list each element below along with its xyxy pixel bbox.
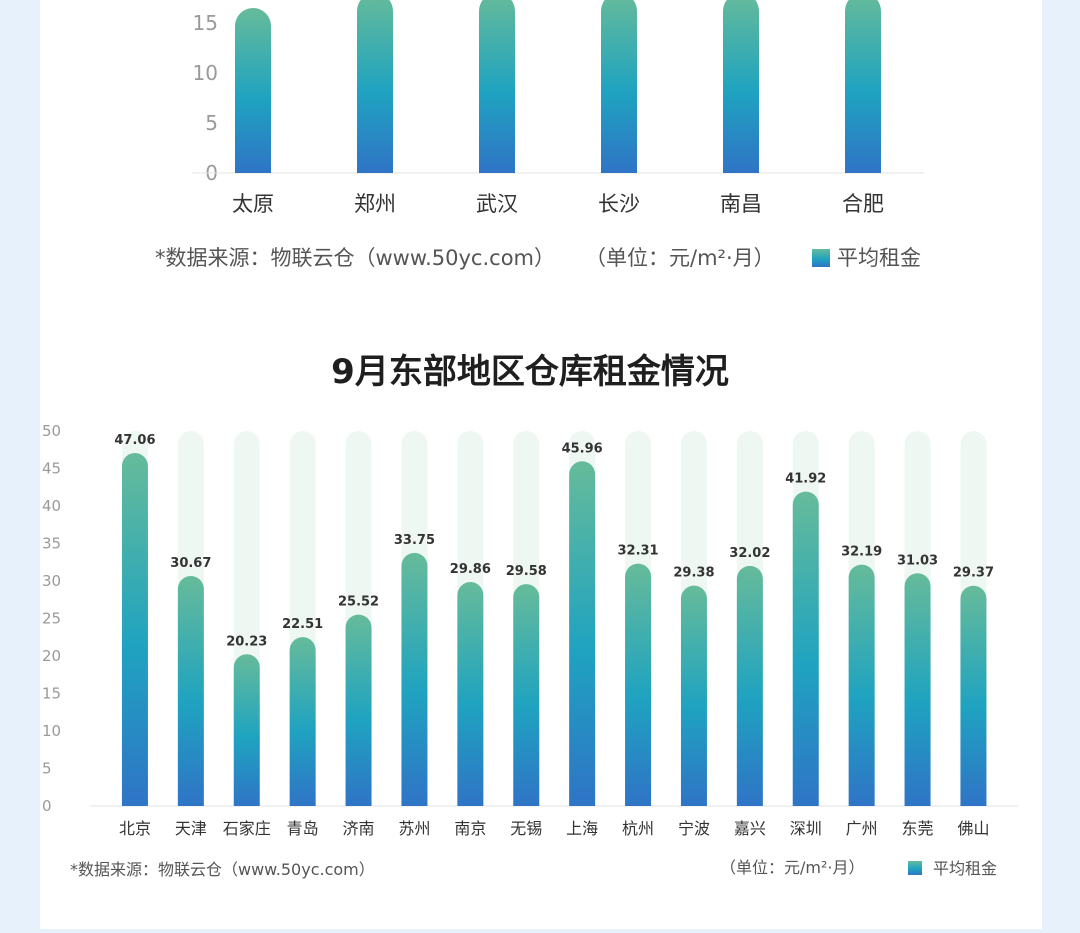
east-region-chart-bar xyxy=(792,491,819,806)
east-region-chart-data-label: 29.58 xyxy=(506,564,547,579)
top-chart-categories: 太原 郑州 武汉 长沙 南昌 合肥 xyxy=(232,192,884,216)
east-region-chart-data-label: 47.06 xyxy=(114,433,155,448)
east-region-chart-data-label: 30.67 xyxy=(170,556,211,571)
east-region-chart-legend-label: 平均租金 xyxy=(933,859,997,878)
east-region-chart-y-tick: 10 xyxy=(42,722,61,740)
top-chart-category-label: 武汉 xyxy=(476,192,518,216)
east-region-chart-data-label: 32.31 xyxy=(617,544,658,559)
east-region-chart-category-label: 嘉兴 xyxy=(734,819,766,838)
east-region-chart-unit: （单位：元/m²·月） xyxy=(720,858,864,877)
top-chart-category-label: 太原 xyxy=(232,192,274,216)
east-region-chart-categories: 北京 天津 石家庄 青岛 济南 苏州 南京 无锡 上海 杭州 宁波 嘉兴 深圳 广州 东莞 佛山 xyxy=(119,819,990,838)
east-region-chart: 9月东部地区仓库租金情况 0 5 10 15 20 25 30 35 40 45 50 47.06 3… xyxy=(42,352,1018,879)
east-region-chart-bar xyxy=(289,637,316,806)
east-region-chart-data-label: 33.75 xyxy=(394,533,435,548)
east-region-chart-source: *数据来源：物联云仓（www.50yc.com） xyxy=(70,860,375,879)
east-region-chart-category-label: 东莞 xyxy=(902,819,934,838)
top-chart-category-label: 合肥 xyxy=(842,192,884,216)
top-chart-bar xyxy=(601,0,637,173)
east-region-chart-y-tick: 30 xyxy=(42,572,61,590)
east-region-chart-data-label: 29.38 xyxy=(673,566,714,581)
east-region-chart-data-label: 22.51 xyxy=(282,617,323,632)
top-chart-bar xyxy=(479,0,515,173)
east-region-chart-bar xyxy=(177,575,204,806)
east-region-chart-data-label: 29.37 xyxy=(953,566,994,581)
east-region-chart-data-label: 32.19 xyxy=(841,545,882,560)
east-region-chart-data-label: 31.03 xyxy=(897,553,938,568)
east-region-chart-bar xyxy=(736,565,763,806)
east-region-chart-category-label: 北京 xyxy=(119,819,151,838)
east-region-chart-y-tick: 45 xyxy=(42,460,61,478)
top-chart-unit: （单位：元/m²·月） xyxy=(585,246,775,270)
east-region-chart-y-tick: 50 xyxy=(42,422,61,440)
east-region-chart-data-label: 41.92 xyxy=(785,472,826,487)
east-region-chart-category-label: 上海 xyxy=(566,819,598,838)
east-region-chart-title: 9月东部地区仓库租金情况 xyxy=(331,352,729,392)
east-region-chart-bars xyxy=(121,453,987,806)
east-region-chart-bar xyxy=(680,585,707,806)
east-region-chart-category-label: 南京 xyxy=(454,819,486,838)
east-region-chart-y-tick: 20 xyxy=(42,647,61,665)
top-chart-bar xyxy=(845,0,881,173)
east-region-chart-y-axis: 0 5 10 15 20 25 30 35 40 45 50 xyxy=(42,422,61,815)
east-region-chart-category-label: 深圳 xyxy=(790,819,822,838)
top-chart-category-label: 郑州 xyxy=(354,192,396,216)
east-region-chart-y-tick: 5 xyxy=(42,760,52,778)
east-region-chart-bar xyxy=(121,453,148,806)
chart-card: 0 5 10 15 太原 郑州 武汉 长沙 南昌 合肥 *数据来源：物联云仓（www.50yc.… xyxy=(40,0,1042,929)
top-chart-legend-label: 平均租金 xyxy=(837,246,921,270)
east-region-chart-data-label: 32.02 xyxy=(729,546,770,561)
top-chart-y-tick: 10 xyxy=(193,61,218,85)
top-chart-y-tick: 15 xyxy=(193,11,218,35)
top-chart-bars xyxy=(235,0,881,173)
east-region-chart-category-label: 杭州 xyxy=(622,819,654,838)
east-region-chart-category-label: 佛山 xyxy=(957,819,989,838)
east-region-chart-category-label: 石家庄 xyxy=(223,819,271,838)
top-chart-y-tick: 5 xyxy=(205,111,218,135)
east-region-chart-data-labels: 47.06 30.67 20.23 22.51 25.52 33.75 29.86 29.58… xyxy=(114,433,994,649)
east-region-chart-category-label: 广州 xyxy=(846,819,878,838)
top-chart-bar xyxy=(723,0,759,173)
top-chart-category-label: 长沙 xyxy=(598,192,640,216)
east-region-chart-legend-swatch xyxy=(908,861,922,875)
chart-svg: 0 5 10 15 太原 郑州 武汉 长沙 南昌 合肥 *数据来源：物联云仓（www.50yc.… xyxy=(42,0,1018,879)
east-region-chart-bar xyxy=(960,585,987,806)
east-region-chart-category-label: 济南 xyxy=(343,819,375,838)
east-region-chart-category-label: 苏州 xyxy=(398,819,430,838)
east-region-chart-category-label: 天津 xyxy=(175,819,207,838)
east-region-chart-bar xyxy=(345,614,372,806)
east-region-chart-bar xyxy=(848,564,875,806)
east-region-chart-data-label: 20.23 xyxy=(226,634,267,649)
east-region-chart-data-label: 25.52 xyxy=(338,595,379,610)
east-region-chart-data-label: 29.86 xyxy=(450,562,491,577)
east-region-chart-bar xyxy=(457,582,484,806)
east-region-chart-y-tick: 25 xyxy=(42,610,61,628)
east-region-chart-bar xyxy=(233,654,260,806)
east-region-chart-bar xyxy=(401,552,428,806)
east-region-chart-data-label: 45.96 xyxy=(562,441,603,456)
east-region-chart-bar xyxy=(625,563,652,806)
top-chart-category-label: 南昌 xyxy=(720,192,762,216)
east-region-chart-category-label: 宁波 xyxy=(678,819,710,838)
east-region-chart-y-tick: 40 xyxy=(42,497,61,515)
east-region-chart-bar xyxy=(513,584,540,806)
top-chart-bar xyxy=(357,0,393,173)
top-chart-legend-swatch xyxy=(812,249,830,267)
east-region-chart-y-tick: 0 xyxy=(42,797,52,815)
east-region-chart-y-tick: 35 xyxy=(42,535,61,553)
east-region-chart-category-label: 青岛 xyxy=(287,819,319,838)
top-chart-source: *数据来源：物联云仓（www.50yc.com） xyxy=(155,246,555,270)
east-region-chart-y-tick: 15 xyxy=(42,685,61,703)
east-region-chart-bar xyxy=(904,573,931,806)
east-region-chart-bar xyxy=(569,461,596,806)
east-region-chart-category-label: 无锡 xyxy=(510,819,542,838)
top-chart-bar xyxy=(235,8,271,173)
